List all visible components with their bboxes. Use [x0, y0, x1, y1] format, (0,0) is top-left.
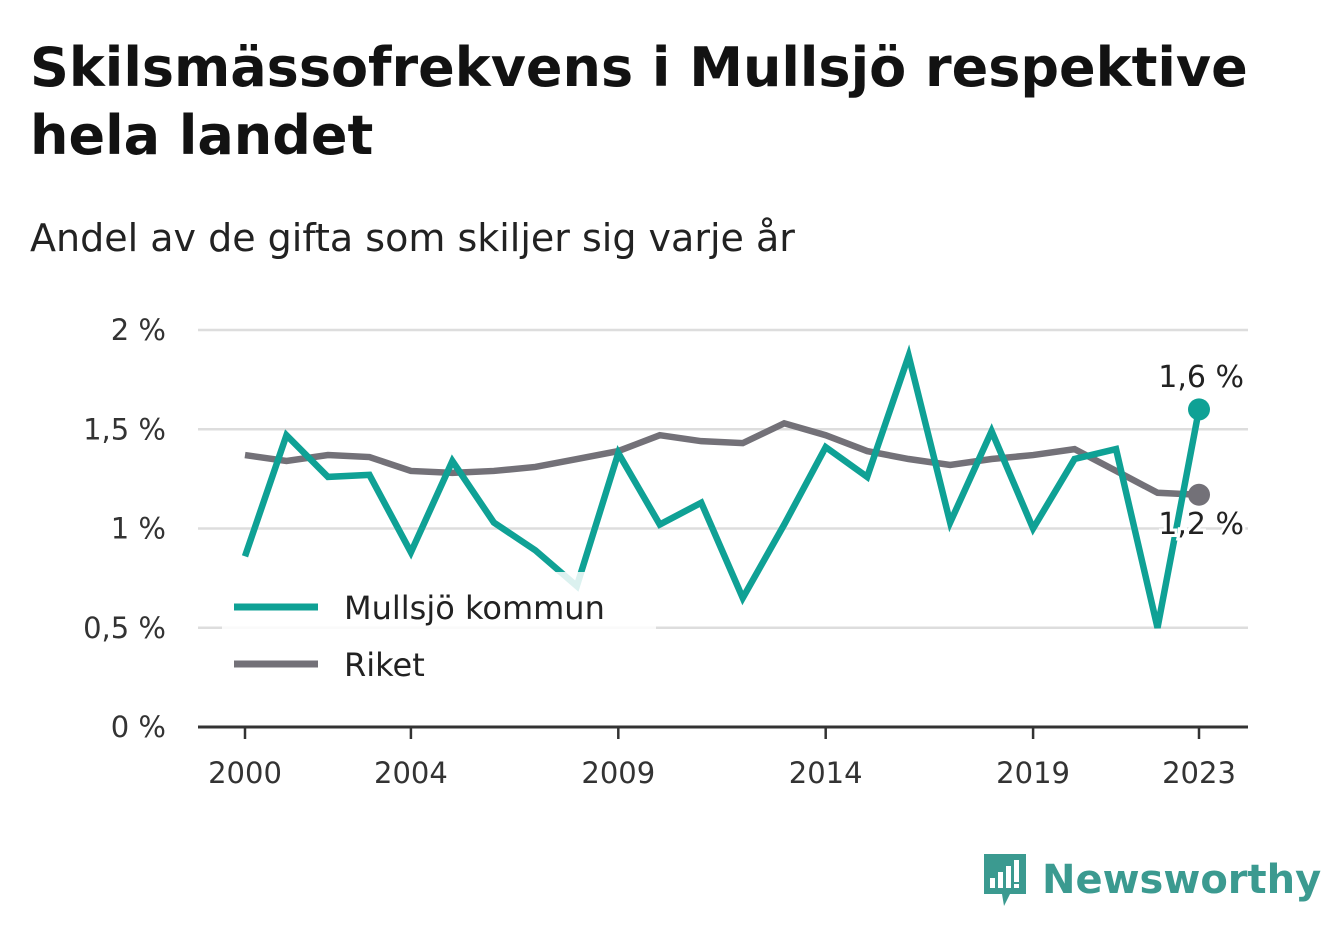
y-tick-label: 0,5 % — [83, 611, 166, 645]
chart-title: Skilsmässofrekvens i Mullsjö respektive … — [30, 36, 1248, 167]
series-line-mullsjo — [241, 344, 1203, 629]
mullsjo-end-label: 1,6 % — [1158, 360, 1244, 395]
y-tick-label: 2 % — [111, 313, 166, 347]
riket-end-label: 1,2 % — [1158, 507, 1244, 542]
x-axis: 2000 2004 2009 2014 2019 2023 — [198, 725, 1248, 790]
legend-backdrop — [222, 572, 656, 630]
x-tick-label: 2014 — [789, 756, 863, 790]
y-axis-ticks: 0 % 0,5 % 1 % 1,5 % 2 % — [83, 313, 166, 744]
end-labels: 1,6 % 1,2 % — [1155, 360, 1247, 545]
y-tick-label: 1 % — [111, 512, 166, 546]
newsworthy-logo-icon — [984, 854, 1026, 906]
x-tick-label: 2004 — [374, 756, 448, 790]
series-line-riket — [244, 419, 1200, 499]
riket-end-point — [1188, 483, 1210, 506]
x-tick-label: 2009 — [581, 756, 655, 790]
y-tick-label: 0 % — [111, 710, 166, 744]
newsworthy-brand: Newsworthy — [980, 850, 1321, 910]
y-tick-label: 1,5 % — [83, 412, 166, 446]
chart-subtitle: Andel av de gifta som skiljer sig varje … — [30, 216, 795, 260]
line-chart: 0 % 0,5 % 1 % 1,5 % 2 % 2000 2004 2009 2014 2019… — [83, 313, 1248, 790]
mullsjo-end-point — [1188, 398, 1210, 421]
x-tick-label: 2023 — [1162, 756, 1236, 790]
series-lines — [241, 344, 1203, 629]
x-tick-label: 2019 — [996, 756, 1070, 790]
legend: Mullsjö kommun Riket — [222, 572, 656, 684]
x-tick-label: 2000 — [208, 756, 282, 790]
brand-name: Newsworthy — [1042, 857, 1322, 903]
legend-label: Riket — [344, 646, 425, 684]
legend-label: Mullsjö kommun — [344, 589, 605, 627]
